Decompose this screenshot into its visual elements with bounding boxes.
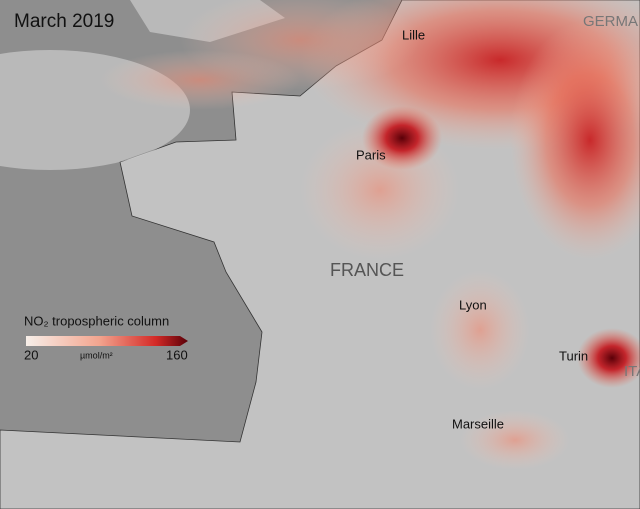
legend-max: 160 xyxy=(166,347,188,362)
country-label: GERMA xyxy=(583,13,638,30)
city-label: Lyon xyxy=(459,297,487,312)
legend-min: 20 xyxy=(24,347,38,362)
legend: NO₂ tropospheric column 20 µmol/m² 160 xyxy=(24,313,188,362)
country-label: FRANCE xyxy=(330,260,404,280)
color-scale xyxy=(26,336,188,346)
pollution xyxy=(100,0,640,470)
city-label: Turin xyxy=(559,348,588,363)
city-label: Paris xyxy=(356,147,386,162)
city-label: Marseille xyxy=(452,416,504,431)
legend-unit: µmol/m² xyxy=(80,350,113,360)
map-title: March 2019 xyxy=(14,11,114,32)
city-label: Lille xyxy=(402,27,425,42)
legend-title: NO₂ tropospheric column xyxy=(24,313,169,328)
country-label: ITA xyxy=(624,363,640,380)
